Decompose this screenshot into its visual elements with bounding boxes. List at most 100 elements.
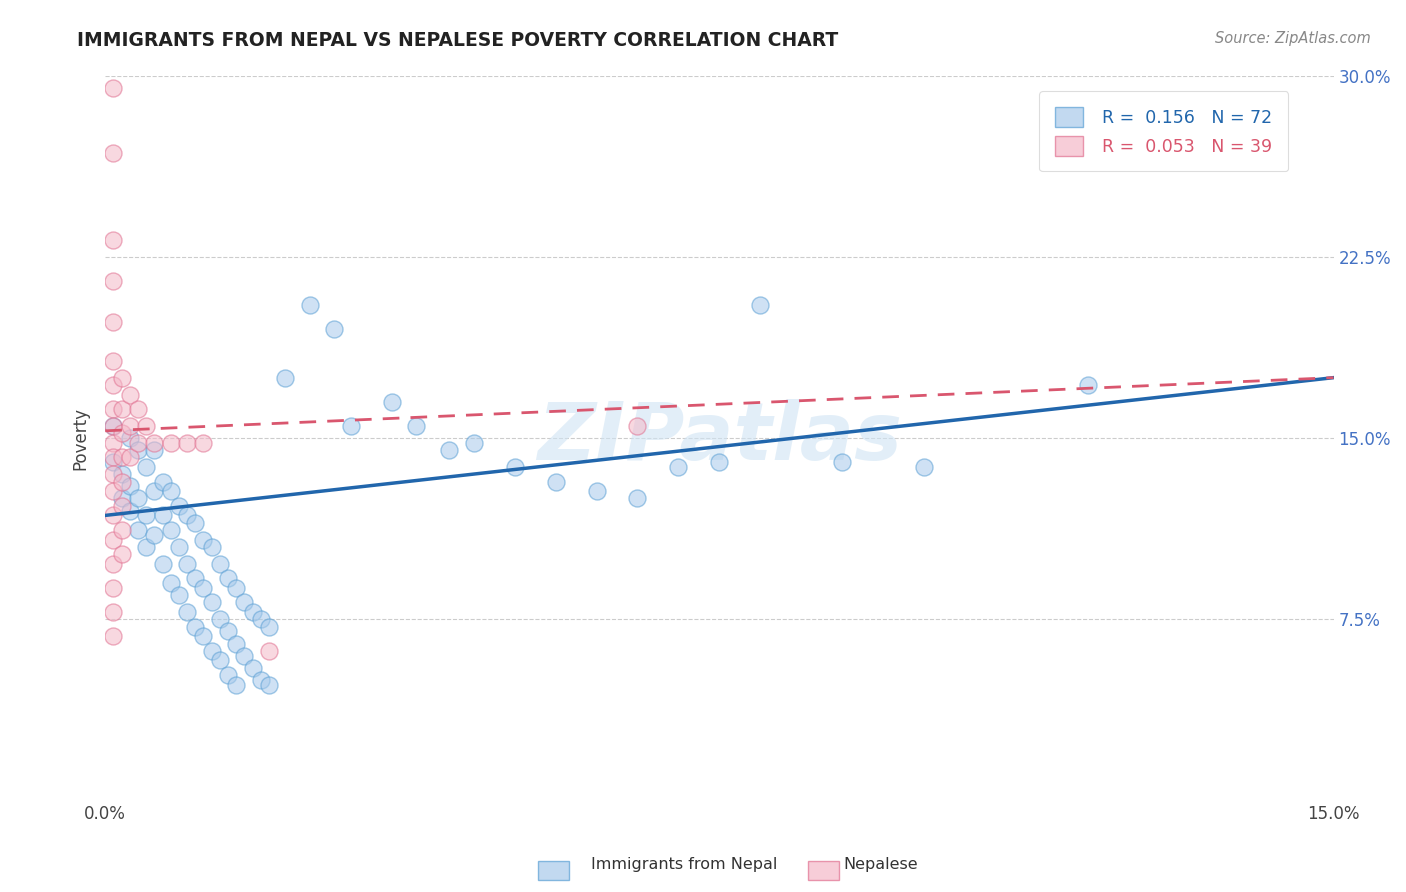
Point [152, 508, 174, 523]
Point [103, 629, 125, 643]
Point [103, 467, 125, 482]
Point [242, 661, 264, 675]
Point [176, 508, 198, 523]
Text: IMMIGRANTS FROM NEPAL VS NEPALESE POVERTY CORRELATION CHART: IMMIGRANTS FROM NEPAL VS NEPALESE POVERT… [77, 31, 838, 50]
Point [118, 387, 141, 401]
Point [193, 581, 215, 595]
Point [110, 450, 132, 465]
Point [544, 475, 567, 489]
Point [135, 419, 157, 434]
Bar [808, 861, 839, 880]
Point [103, 436, 125, 450]
Point [103, 605, 125, 619]
Point [249, 673, 271, 687]
Point [176, 436, 198, 450]
Point [143, 436, 166, 450]
Point [437, 443, 460, 458]
Point [110, 547, 132, 561]
Point [208, 653, 231, 667]
Point [217, 624, 239, 639]
Point [110, 475, 132, 489]
Point [193, 436, 215, 450]
Point [103, 581, 125, 595]
Point [257, 619, 280, 633]
Point [749, 298, 772, 312]
Point [225, 636, 247, 650]
Point [225, 677, 247, 691]
Point [110, 491, 132, 506]
Point [118, 419, 141, 434]
Point [110, 467, 132, 482]
Point [167, 588, 190, 602]
Point [127, 436, 149, 450]
Point [110, 402, 132, 417]
Point [176, 605, 198, 619]
Point [143, 443, 166, 458]
Point [1077, 377, 1099, 392]
Point [103, 80, 125, 95]
Point [135, 460, 157, 475]
Point [127, 443, 149, 458]
Point [912, 460, 935, 475]
Point [193, 629, 215, 643]
Point [118, 479, 141, 493]
Point [298, 298, 321, 312]
Point [159, 523, 181, 537]
Point [127, 402, 149, 417]
Point [103, 274, 125, 288]
Point [626, 491, 648, 506]
Point [159, 576, 181, 591]
Point [110, 523, 132, 537]
Text: Source: ZipAtlas.com: Source: ZipAtlas.com [1215, 31, 1371, 46]
Point [208, 557, 231, 571]
Point [184, 619, 207, 633]
Point [225, 581, 247, 595]
Point [103, 508, 125, 523]
Bar [538, 861, 569, 880]
Point [103, 315, 125, 329]
Y-axis label: Poverty: Poverty [72, 407, 89, 469]
Point [103, 353, 125, 368]
Point [103, 455, 125, 469]
Point [152, 557, 174, 571]
Point [503, 460, 526, 475]
Point [118, 431, 141, 445]
Point [135, 508, 157, 523]
Point [159, 484, 181, 499]
Point [233, 648, 256, 663]
Point [103, 233, 125, 247]
Point [118, 503, 141, 517]
Point [127, 523, 149, 537]
Point [274, 370, 297, 384]
Point [249, 612, 271, 626]
Point [626, 419, 648, 434]
Point [103, 557, 125, 571]
Point [201, 540, 224, 554]
Point [257, 644, 280, 658]
Point [103, 419, 125, 434]
Point [217, 668, 239, 682]
Point [103, 419, 125, 434]
Legend:   R =  0.156   N = 72,   R =  0.053   N = 39: R = 0.156 N = 72, R = 0.053 N = 39 [1039, 92, 1288, 171]
Point [193, 533, 215, 547]
Point [257, 677, 280, 691]
Point [127, 491, 149, 506]
Text: Immigrants from Nepal: Immigrants from Nepal [591, 857, 778, 872]
Point [201, 595, 224, 609]
Point [184, 516, 207, 530]
Point [159, 436, 181, 450]
Text: Nepalese: Nepalese [844, 857, 918, 872]
Point [110, 426, 132, 441]
Point [340, 419, 363, 434]
Point [110, 370, 132, 384]
Point [176, 557, 198, 571]
Point [405, 419, 427, 434]
Point [103, 533, 125, 547]
Point [381, 394, 404, 409]
Point [184, 571, 207, 585]
Point [143, 527, 166, 541]
Text: ZIPatlas: ZIPatlas [537, 399, 901, 477]
Point [110, 499, 132, 513]
Point [585, 484, 607, 499]
Point [103, 484, 125, 499]
